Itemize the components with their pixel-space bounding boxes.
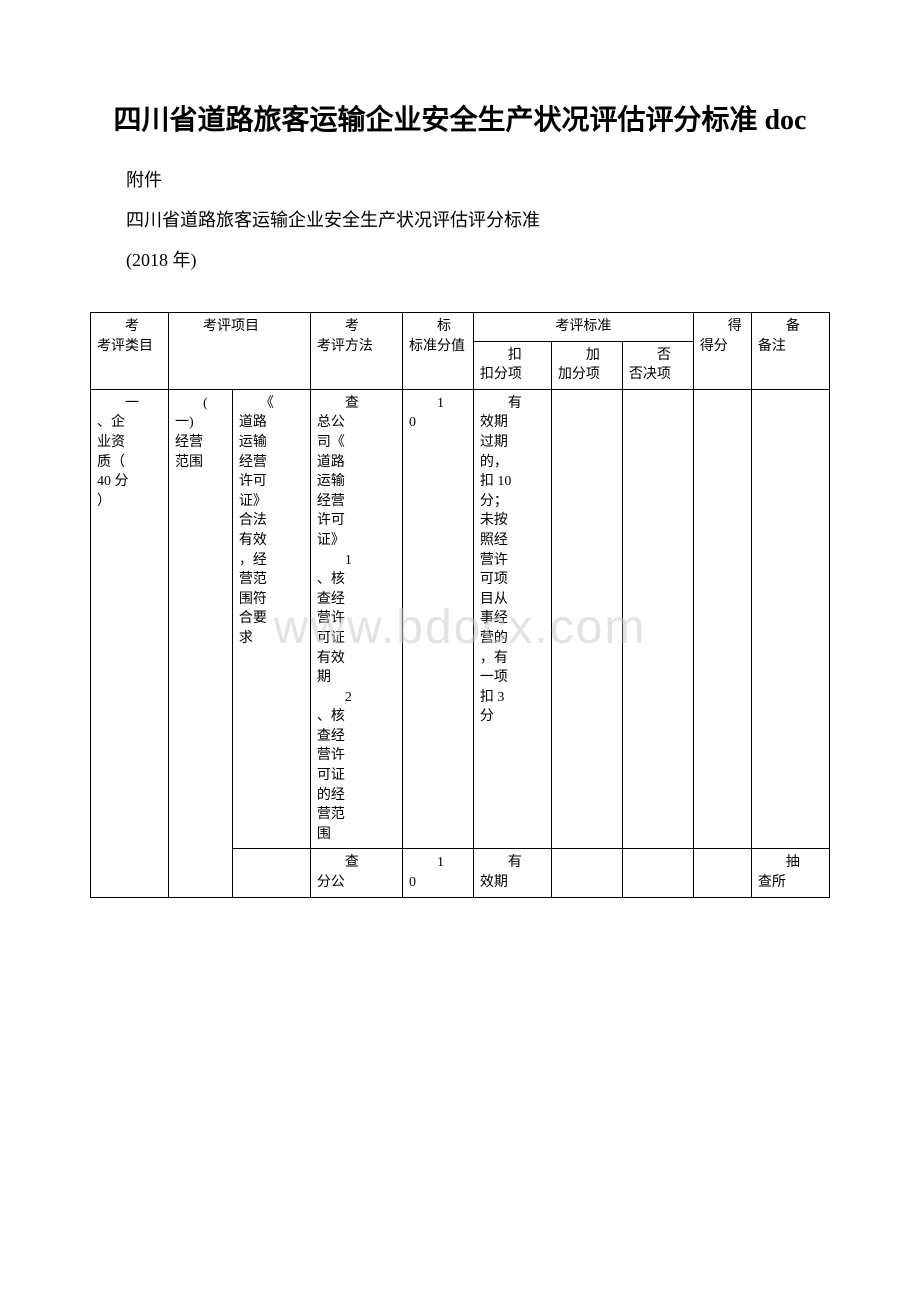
header-veto: 否否决项 bbox=[622, 341, 693, 389]
cell-item: 《道路运输经营许可证》合法有效，经营范围符合要求 bbox=[232, 389, 310, 849]
header-score-text: 标准分值 bbox=[409, 339, 465, 354]
table-row: 一、企业资质（40 分） (一)经营范围 《道路运输经营许可证》合法有效，经营范… bbox=[91, 389, 830, 849]
cell-category: 一、企业资质（40 分） bbox=[91, 389, 169, 897]
cell-item-2 bbox=[232, 849, 310, 897]
cell-veto bbox=[622, 389, 693, 849]
header-category-text: 考评类目 bbox=[97, 339, 153, 354]
document-title: 四川省道路旅客运输企业安全生产状况评估评分标准 doc bbox=[90, 100, 830, 142]
cell-note bbox=[751, 389, 829, 849]
intro-line-2: 四川省道路旅客运输企业安全生产状况评估评分标准 bbox=[90, 202, 830, 238]
cell-item-group: (一)经营范围 bbox=[169, 389, 233, 897]
header-item-text: 考评项目 bbox=[203, 319, 259, 334]
cell-add bbox=[551, 389, 622, 849]
evaluation-table: 考考评类目 考评项目 考考评方法 标标准分值 考评标准 得得分 备备注 扣扣分项… bbox=[90, 312, 830, 898]
header-note: 备备注 bbox=[751, 313, 829, 390]
header-veto-text: 否决项 bbox=[629, 367, 671, 382]
header-deduct-text: 扣分项 bbox=[480, 367, 522, 382]
header-method: 考考评方法 bbox=[310, 313, 402, 390]
cell-veto-2 bbox=[622, 849, 693, 897]
header-method-text: 考评方法 bbox=[317, 339, 373, 354]
header-item: 考评项目 bbox=[169, 313, 311, 390]
header-row-1: 考考评类目 考评项目 考考评方法 标标准分值 考评标准 得得分 备备注 bbox=[91, 313, 830, 342]
header-deduct: 扣扣分项 bbox=[473, 341, 551, 389]
cell-deduct: 有效期过期的，扣 10分；未按照经营许可项目从事经营的，有一项扣 3分 bbox=[473, 389, 551, 849]
cell-deduct-2: 有效期 bbox=[473, 849, 551, 897]
cell-note-2: 抽查所 bbox=[751, 849, 829, 897]
intro-line-1: 附件 bbox=[90, 162, 830, 198]
header-add-text: 加分项 bbox=[558, 367, 600, 382]
cell-score: 10 bbox=[403, 389, 474, 849]
header-add: 加加分项 bbox=[551, 341, 622, 389]
header-category: 考考评类目 bbox=[91, 313, 169, 390]
cell-method-2: 查分公 bbox=[310, 849, 402, 897]
header-criteria-group: 考评标准 bbox=[473, 313, 693, 342]
header-got-text: 得分 bbox=[700, 339, 728, 354]
header-got: 得得分 bbox=[693, 313, 751, 390]
header-note-text: 备注 bbox=[758, 339, 786, 354]
intro-line-3: (2018 年) bbox=[90, 242, 830, 278]
cell-add-2 bbox=[551, 849, 622, 897]
cell-got-2 bbox=[693, 849, 751, 897]
cell-score-2: 10 bbox=[403, 849, 474, 897]
header-score: 标标准分值 bbox=[403, 313, 474, 390]
cell-method: 查总公司《道路运输经营许可证》 1、核查经营许可证有效期 2、核查经营许可证的经… bbox=[310, 389, 402, 849]
cell-got bbox=[693, 389, 751, 849]
